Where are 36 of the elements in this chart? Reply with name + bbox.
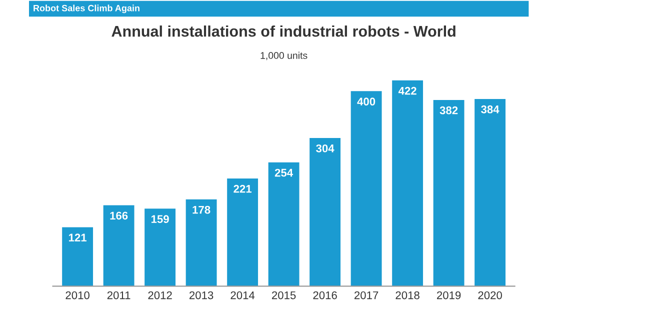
data-label: 166 bbox=[110, 212, 128, 220]
bar bbox=[310, 138, 341, 286]
bar bbox=[186, 199, 217, 286]
bar bbox=[227, 178, 258, 286]
x-tick-label: 2012 bbox=[148, 291, 172, 300]
data-label: 254 bbox=[274, 168, 294, 177]
data-label: 384 bbox=[481, 105, 500, 114]
data-label: 382 bbox=[440, 106, 458, 114]
data-label: 221 bbox=[234, 184, 252, 193]
bar bbox=[392, 80, 424, 286]
data-label: 178 bbox=[192, 206, 210, 214]
x-tick-label: 2015 bbox=[272, 291, 296, 300]
text: Robot Sales Climb Again bbox=[34, 4, 140, 14]
chart-subtitle: 1,000 units bbox=[260, 52, 308, 60]
bar bbox=[474, 98, 506, 286]
bar bbox=[144, 208, 176, 286]
x-tick-label: 2020 bbox=[478, 291, 502, 300]
bar bbox=[62, 227, 94, 286]
bar bbox=[268, 162, 300, 286]
data-label: 400 bbox=[357, 98, 376, 106]
x-tick-label: 2011 bbox=[107, 291, 130, 300]
data-label: 422 bbox=[398, 86, 416, 95]
x-tick-label: 2018 bbox=[396, 291, 420, 300]
bar bbox=[103, 205, 134, 286]
x-tick-label: 2013 bbox=[190, 291, 214, 300]
data-label: 159 bbox=[151, 215, 169, 224]
data-label: 121 bbox=[68, 234, 87, 242]
x-tick-label: 2019 bbox=[437, 291, 461, 300]
data-label: 304 bbox=[316, 144, 334, 152]
x-tick-label: 2014 bbox=[230, 291, 255, 300]
x-tick-label: 2016 bbox=[313, 291, 337, 300]
x-tick-label: 2010 bbox=[66, 291, 90, 300]
chart-title: Annual installations of industrial robots - World bbox=[112, 26, 456, 37]
bar bbox=[433, 100, 464, 286]
x-tick-label: 2017 bbox=[354, 291, 378, 300]
bar bbox=[350, 91, 382, 286]
